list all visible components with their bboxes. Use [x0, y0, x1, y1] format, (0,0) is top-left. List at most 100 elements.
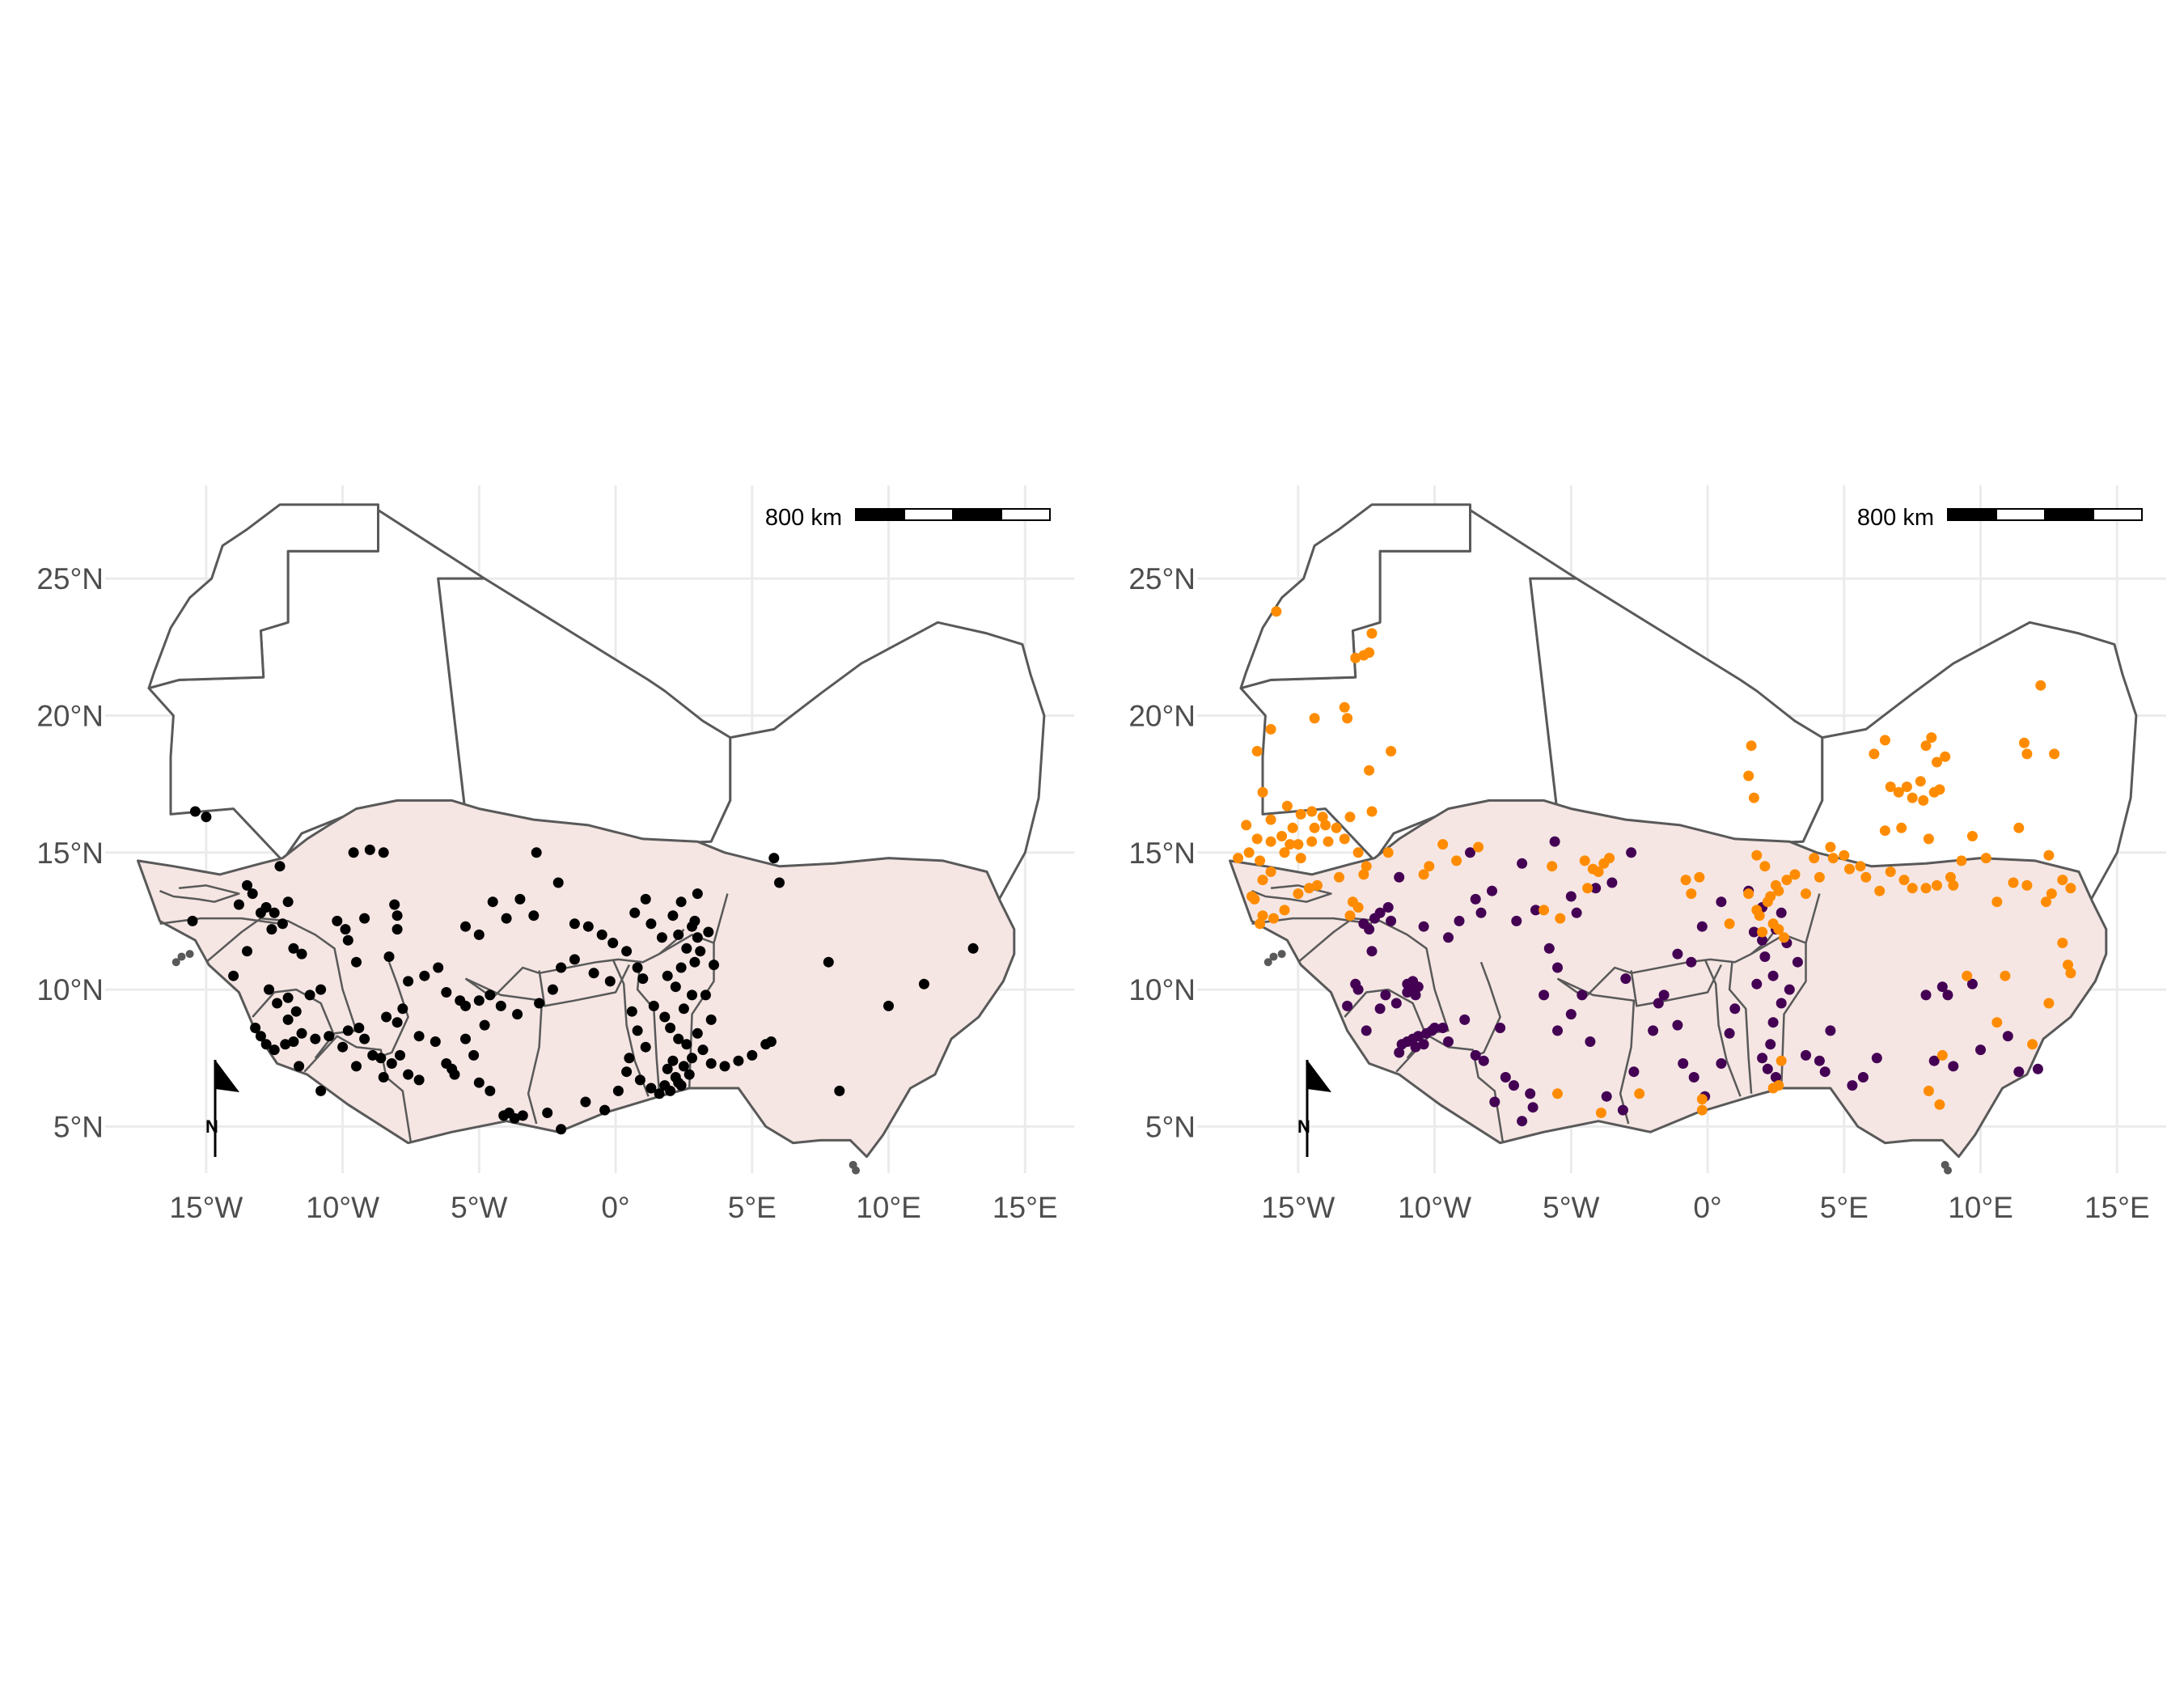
data-point: [1366, 628, 1378, 639]
data-point: [1295, 853, 1306, 864]
data-points: [1233, 606, 2076, 1127]
data-point: [1293, 888, 1304, 900]
data-point: [433, 962, 444, 973]
data-point: [542, 1108, 553, 1118]
country-border: [464, 928, 685, 999]
data-point: [1801, 1049, 1811, 1061]
data-point: [1776, 998, 1787, 1009]
data-point: [1437, 839, 1449, 850]
data-point: [290, 1006, 302, 1017]
country-border: [464, 977, 544, 1125]
y-tick-label: 10°N: [36, 973, 104, 1006]
data-point: [599, 1104, 611, 1116]
data-point: [1342, 713, 1353, 724]
country-border: [252, 988, 336, 1037]
data-point: [1825, 841, 1836, 853]
data-point: [1361, 1025, 1372, 1036]
data-point: [1585, 1036, 1596, 1047]
data-point: [495, 1000, 506, 1011]
data-point: [250, 1023, 261, 1033]
data-point: [1565, 1009, 1577, 1020]
data-point: [1779, 932, 1789, 943]
data-point: [1257, 910, 1268, 922]
data-point: [1571, 907, 1582, 918]
data-point: [673, 1033, 684, 1044]
country-border: [1475, 961, 1501, 1057]
data-point: [1844, 863, 1855, 875]
data-point: [1386, 915, 1397, 926]
data-point: [2035, 680, 2046, 691]
data-point: [1991, 1017, 2003, 1028]
data-point: [1743, 888, 1754, 900]
data-point: [1776, 907, 1787, 918]
data-point: [1539, 905, 1550, 916]
data-point: [918, 978, 929, 989]
data-point: [1410, 1041, 1421, 1053]
data-point: [1489, 1096, 1500, 1108]
north-arrow-icon: N: [205, 1060, 239, 1157]
island: [852, 1166, 861, 1175]
data-point: [2049, 748, 2060, 760]
data-point: [1410, 989, 1421, 1001]
data-point: [359, 913, 370, 924]
data-point: [473, 995, 485, 1006]
scale-bar-segment: [2093, 508, 2143, 521]
data-point: [569, 954, 580, 965]
data-point: [247, 888, 258, 900]
data-point: [687, 989, 697, 1001]
data-point: [2021, 748, 2033, 760]
data-point: [1757, 934, 1768, 946]
data-point: [419, 970, 430, 981]
data-point: [288, 943, 299, 954]
data-point: [1746, 740, 1757, 752]
y-tick-label: 5°N: [53, 1110, 104, 1143]
data-point: [1500, 1072, 1511, 1083]
data-point: [1920, 883, 1932, 894]
data-point: [1511, 915, 1522, 926]
data-point: [675, 962, 687, 973]
data-point: [383, 951, 395, 962]
data-point: [1748, 792, 1759, 803]
data-point: [2065, 968, 2076, 979]
data-point: [280, 1039, 291, 1050]
data-points: [187, 806, 979, 1135]
scale-bar-segment: [904, 508, 954, 521]
data-point: [1653, 998, 1664, 1009]
data-point: [1344, 910, 1356, 922]
data-point: [1470, 893, 1481, 905]
data-point: [282, 1014, 294, 1025]
data-point: [1696, 1094, 1708, 1105]
data-point: [1980, 853, 1991, 864]
data-point: [632, 962, 643, 973]
data-point: [1552, 962, 1563, 973]
data-point: [1628, 1066, 1640, 1078]
data-point: [1424, 861, 1435, 872]
data-point: [1380, 989, 1391, 1001]
data-point: [626, 1006, 637, 1017]
data-point: [1552, 1088, 1563, 1099]
data-point: [1374, 1003, 1386, 1015]
data-point: [692, 932, 703, 943]
island: [177, 952, 186, 961]
data-point: [1473, 841, 1484, 853]
island: [1944, 1166, 1953, 1175]
data-point: [1255, 918, 1266, 930]
data-point: [1847, 1080, 1858, 1091]
x-tick-label: 15°E: [2085, 1191, 2150, 1224]
data-point: [255, 1031, 266, 1042]
data-point: [1648, 1025, 1659, 1036]
data-point: [1309, 713, 1320, 724]
data-point: [403, 976, 414, 987]
data-point: [1688, 1072, 1699, 1083]
data-point: [1374, 907, 1386, 918]
data-point: [1487, 885, 1497, 896]
data-point: [556, 962, 567, 973]
data-point: [1454, 915, 1465, 926]
country-border: [1251, 884, 1332, 903]
data-point: [1437, 1023, 1449, 1033]
island: [171, 958, 180, 967]
data-point: [2065, 883, 2076, 894]
data-point: [1617, 1104, 1628, 1116]
data-point: [637, 973, 649, 985]
data-point: [1765, 891, 1776, 902]
